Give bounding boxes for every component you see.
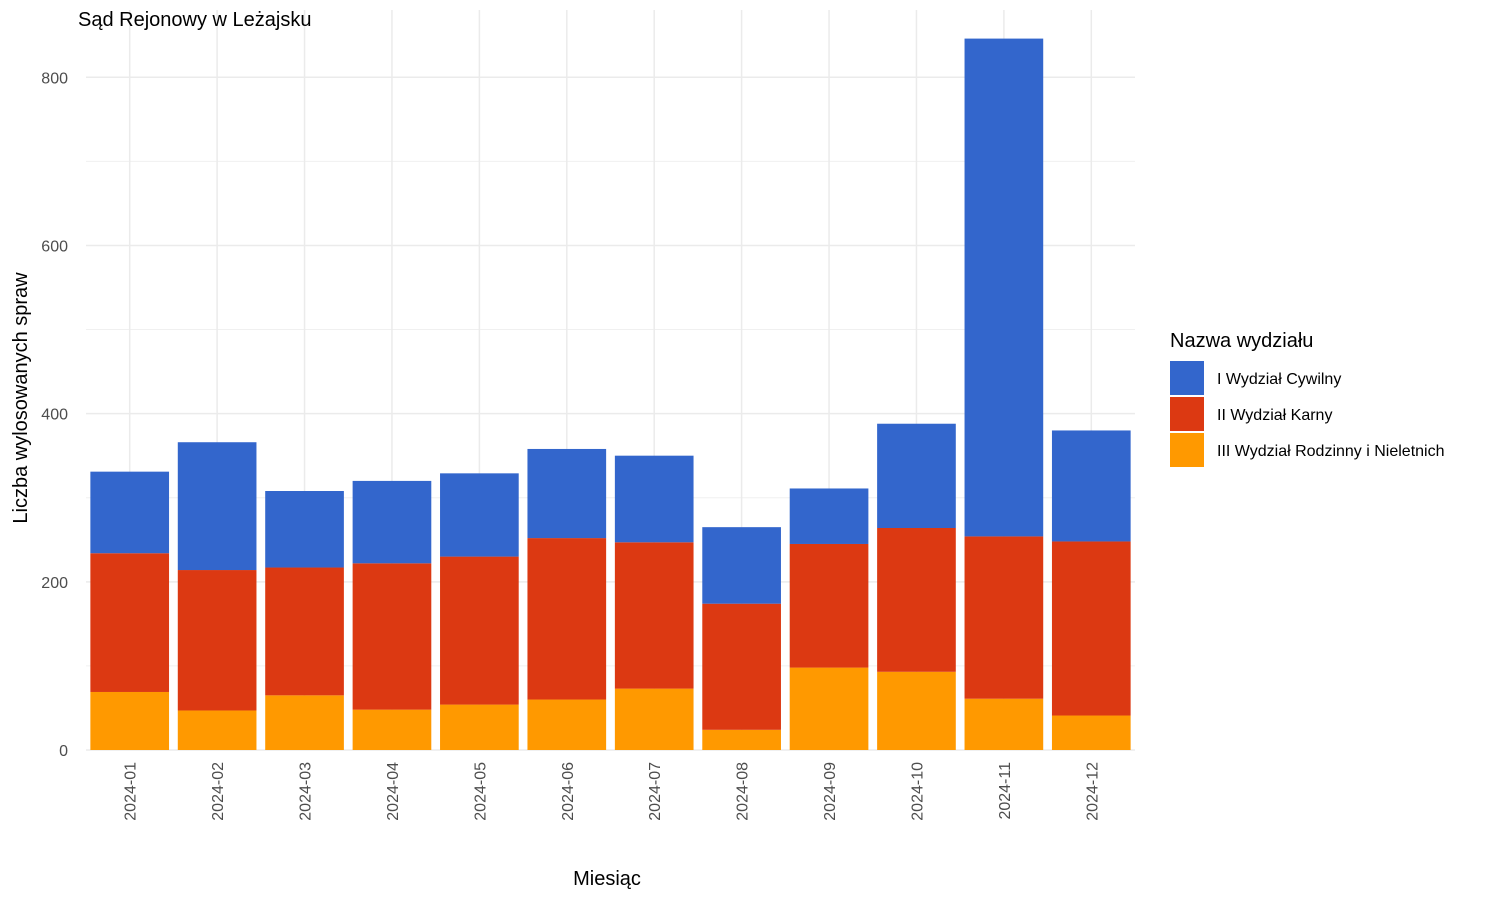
bar-segment	[352, 709, 432, 750]
bar-segment	[1051, 541, 1131, 716]
y-tick-label: 400	[41, 407, 68, 424]
x-tick-label: 2024-12	[1084, 762, 1101, 821]
bar-segment	[877, 423, 956, 528]
x-tick-label: 2024-03	[298, 762, 315, 821]
bar-segment	[614, 542, 694, 689]
bar-segment	[702, 729, 781, 750]
y-tick-label: 600	[41, 238, 68, 255]
bar-segment	[527, 699, 607, 750]
legend-swatch	[1170, 361, 1204, 395]
y-tick-label: 800	[41, 70, 68, 87]
bar-segment	[440, 473, 519, 557]
y-axis-title: Liczba wylosowanych spraw	[10, 272, 32, 524]
bar-segment	[877, 671, 956, 750]
bar-segment	[527, 448, 607, 539]
x-tick-label: 2024-11	[997, 762, 1014, 820]
y-tick-label: 0	[59, 743, 68, 760]
bar-segment	[440, 556, 519, 705]
bar-segment	[177, 710, 257, 750]
legend-label: II Wydział Karny	[1217, 407, 1332, 424]
bar-segment	[265, 567, 344, 696]
bar-segment	[177, 570, 257, 711]
x-tick-label: 2024-08	[735, 762, 752, 821]
x-tick-label: 2024-05	[472, 762, 489, 821]
bar-segment	[964, 698, 1044, 750]
legend-swatch	[1170, 397, 1204, 431]
bar-segment	[1051, 715, 1131, 750]
x-tick-label: 2024-09	[822, 762, 839, 821]
bar-segment	[352, 480, 432, 564]
x-tick-label: 2024-10	[909, 762, 926, 821]
bar-segment	[614, 688, 694, 750]
bar-segment	[90, 691, 170, 750]
x-tick-label: 2024-01	[123, 762, 140, 821]
y-tick-label: 200	[41, 575, 68, 592]
x-tick-label: 2024-02	[210, 762, 227, 821]
bar-segment	[964, 38, 1044, 537]
bar-segment	[177, 442, 257, 571]
bar-segment	[702, 527, 781, 604]
bar-segment	[789, 667, 869, 750]
legend-title: Nazwa wydziału	[1170, 330, 1313, 352]
x-axis-title: Miesiąc	[573, 868, 641, 890]
x-tick-label: 2024-07	[647, 762, 664, 821]
x-axis-ticks: 2024-01 2024-02 2024-03 2024-04 2024-05 2024-…	[123, 762, 1102, 821]
chart-title: Sąd Rejonowy w Leżajsku	[78, 9, 311, 31]
legend-swatch	[1170, 433, 1204, 467]
bars	[90, 38, 1131, 750]
legend-label: I Wydział Cywilny	[1217, 371, 1341, 388]
bar-segment	[440, 704, 519, 750]
bar-segment	[877, 528, 956, 672]
bar-segment	[964, 536, 1044, 699]
bar-segment	[789, 543, 869, 668]
bar-segment	[352, 563, 432, 710]
bar-segment	[265, 491, 344, 568]
bar-segment	[265, 695, 344, 750]
bar-segment	[90, 553, 170, 692]
y-axis-ticks: 0 200 400 600 800	[41, 70, 68, 760]
legend: Nazwa wydziału I Wydział Cywilny II Wydzi…	[1170, 330, 1445, 467]
bar-segment	[614, 455, 694, 543]
bar-segment	[702, 603, 781, 730]
x-tick-label: 2024-04	[385, 762, 402, 821]
x-tick-label: 2024-06	[560, 762, 577, 821]
legend-items: I Wydział Cywilny II Wydział Karny III Wyd…	[1170, 361, 1445, 467]
legend-label: III Wydział Rodzinny i Nieletnich	[1217, 443, 1445, 460]
bar-segment	[90, 471, 170, 554]
bar-segment	[789, 488, 869, 544]
bar-segment	[527, 538, 607, 700]
bar-segment	[1051, 430, 1131, 542]
